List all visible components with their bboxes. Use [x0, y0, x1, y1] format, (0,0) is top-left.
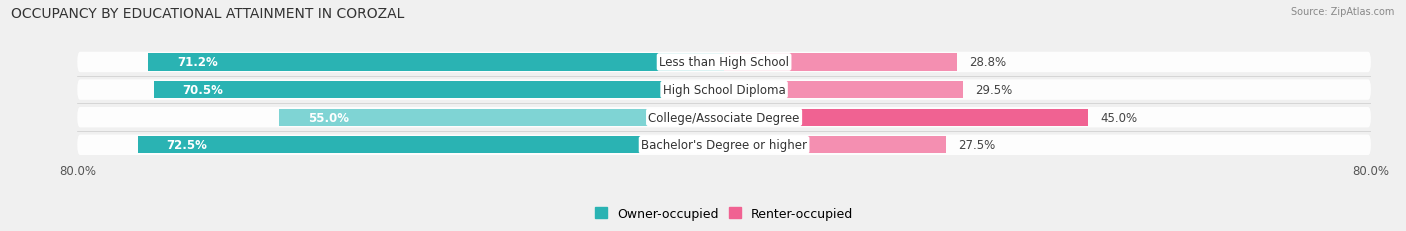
- Bar: [138, 137, 724, 154]
- FancyBboxPatch shape: [77, 80, 1371, 100]
- Text: 45.0%: 45.0%: [1099, 111, 1137, 124]
- Bar: [724, 54, 957, 71]
- Text: Less than High School: Less than High School: [659, 56, 789, 69]
- Text: 28.8%: 28.8%: [969, 56, 1007, 69]
- FancyBboxPatch shape: [77, 135, 1371, 155]
- Bar: [149, 54, 724, 71]
- FancyBboxPatch shape: [77, 107, 1371, 128]
- Bar: [724, 109, 1088, 126]
- Text: College/Associate Degree: College/Associate Degree: [648, 111, 800, 124]
- Bar: [724, 82, 963, 99]
- Text: High School Diploma: High School Diploma: [662, 84, 786, 97]
- Text: OCCUPANCY BY EDUCATIONAL ATTAINMENT IN COROZAL: OCCUPANCY BY EDUCATIONAL ATTAINMENT IN C…: [11, 7, 405, 21]
- Text: 72.5%: 72.5%: [166, 139, 207, 152]
- Text: Bachelor's Degree or higher: Bachelor's Degree or higher: [641, 139, 807, 152]
- Bar: [724, 137, 946, 154]
- Bar: [155, 82, 724, 99]
- Text: 27.5%: 27.5%: [959, 139, 995, 152]
- FancyBboxPatch shape: [77, 52, 1371, 73]
- Text: 55.0%: 55.0%: [308, 111, 349, 124]
- Text: 71.2%: 71.2%: [177, 56, 218, 69]
- Bar: [280, 109, 724, 126]
- Text: 70.5%: 70.5%: [183, 84, 224, 97]
- Legend: Owner-occupied, Renter-occupied: Owner-occupied, Renter-occupied: [589, 202, 859, 225]
- Text: Source: ZipAtlas.com: Source: ZipAtlas.com: [1291, 7, 1395, 17]
- Text: 29.5%: 29.5%: [974, 84, 1012, 97]
